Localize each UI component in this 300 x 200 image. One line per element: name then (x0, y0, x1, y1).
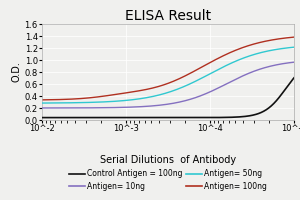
Legend: Control Antigen = 100ng, Antigen= 10ng, Antigen= 50ng, Antigen= 100ng: Control Antigen = 100ng, Antigen= 10ng, … (66, 166, 270, 194)
Y-axis label: O.D.: O.D. (12, 62, 22, 82)
Title: ELISA Result: ELISA Result (125, 9, 211, 23)
X-axis label: Serial Dilutions  of Antibody: Serial Dilutions of Antibody (100, 155, 236, 165)
